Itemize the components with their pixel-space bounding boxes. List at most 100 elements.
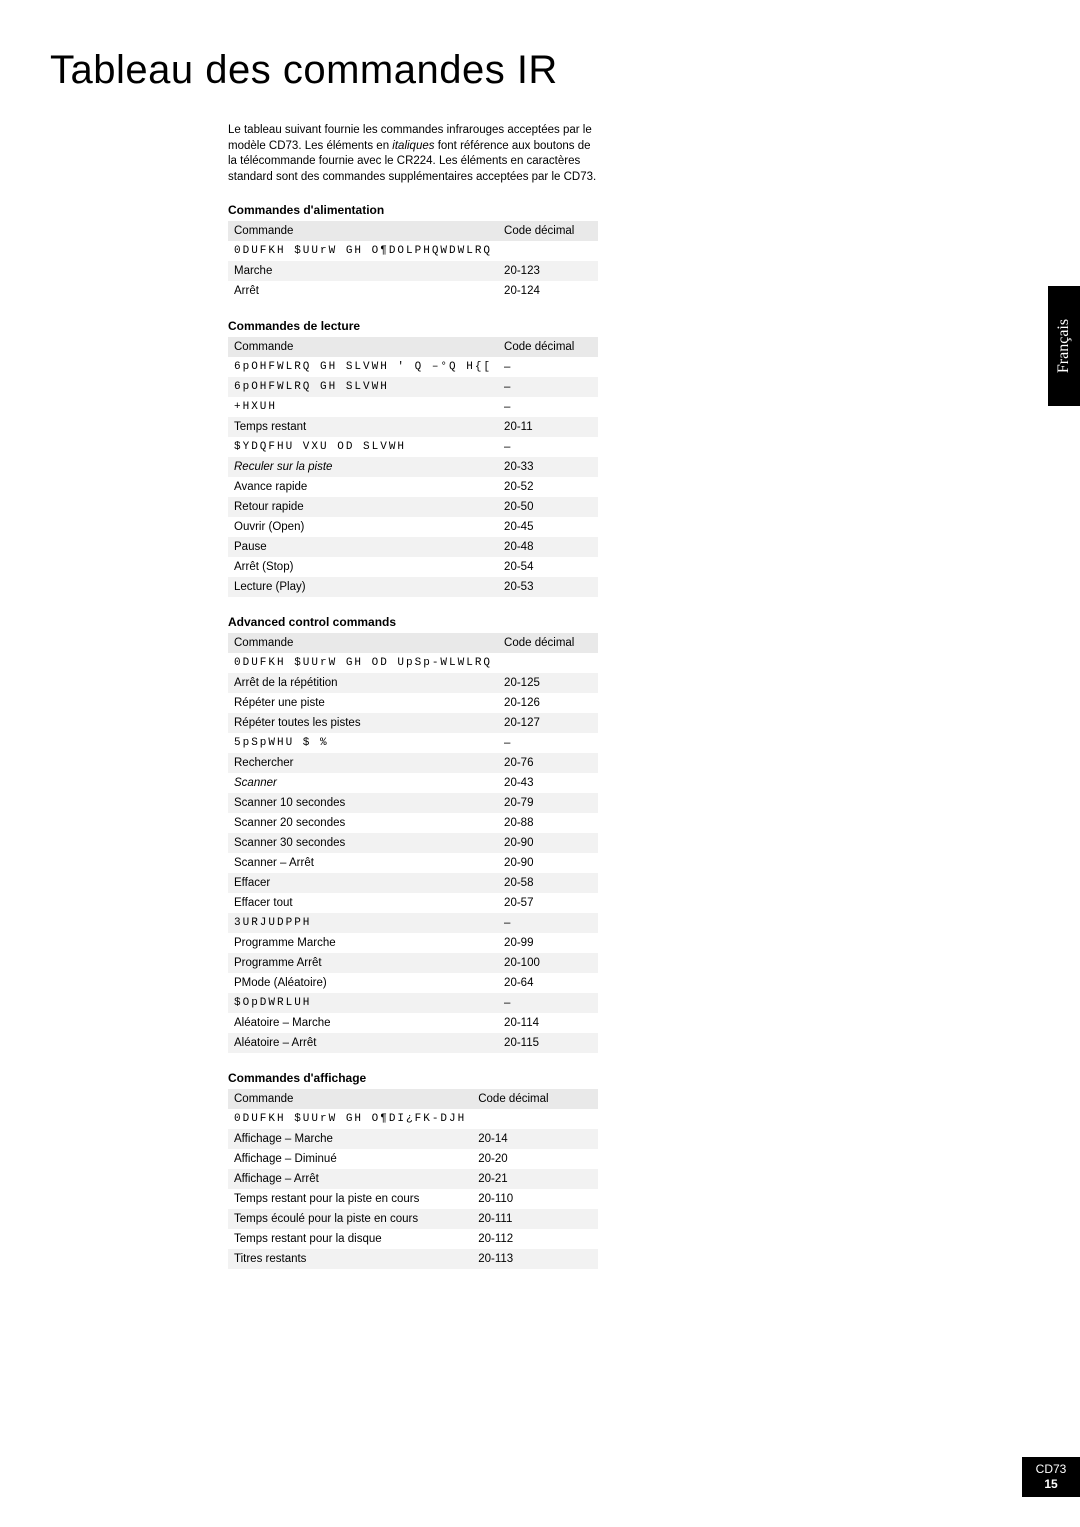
code-cell: 20-126 bbox=[498, 693, 598, 713]
code-cell: 20-90 bbox=[498, 833, 598, 853]
command-cell: 0DUFKH $UUrW GH OD UpSp-WLWLRQ bbox=[228, 653, 498, 673]
table-row: Temps restant pour la piste en cours20-1… bbox=[228, 1189, 598, 1209]
code-cell: – bbox=[498, 993, 598, 1013]
code-cell: 20-57 bbox=[498, 893, 598, 913]
table-row: Retour rapide20-50 bbox=[228, 497, 598, 517]
table-row: Titres restants20-113 bbox=[228, 1249, 598, 1269]
command-cell: $OpDWRLUH bbox=[228, 993, 498, 1013]
table-row: Programme Marche20-99 bbox=[228, 933, 598, 953]
section-title: Advanced control commands bbox=[228, 615, 598, 629]
command-cell: Scanner 20 secondes bbox=[228, 813, 498, 833]
command-cell: Lecture (Play) bbox=[228, 577, 498, 597]
command-cell: Répéter une piste bbox=[228, 693, 498, 713]
code-cell: 20-99 bbox=[498, 933, 598, 953]
command-cell: Arrêt (Stop) bbox=[228, 557, 498, 577]
table-row: Lecture (Play)20-53 bbox=[228, 577, 598, 597]
command-cell: 3URJUDPPH bbox=[228, 913, 498, 933]
table-row: Arrêt20-124 bbox=[228, 281, 598, 301]
command-cell: Scanner 10 secondes bbox=[228, 793, 498, 813]
code-cell: 20-54 bbox=[498, 557, 598, 577]
table-row: Pause20-48 bbox=[228, 537, 598, 557]
table-row: 6pOHFWLRQ GH SLVWH– bbox=[228, 377, 598, 397]
content-column: Le tableau suivant fournie les commandes… bbox=[228, 123, 598, 1269]
command-cell: Effacer bbox=[228, 873, 498, 893]
table-row: Avance rapide20-52 bbox=[228, 477, 598, 497]
command-cell: Aléatoire – Marche bbox=[228, 1013, 498, 1033]
code-cell: 20-79 bbox=[498, 793, 598, 813]
table-row: Scanner 30 secondes20-90 bbox=[228, 833, 598, 853]
table-row: Rechercher20-76 bbox=[228, 753, 598, 773]
table-row: $YDQFHU VXU OD SLVWH– bbox=[228, 437, 598, 457]
language-tab: Français bbox=[1048, 286, 1080, 406]
command-cell: Pause bbox=[228, 537, 498, 557]
command-cell: Avance rapide bbox=[228, 477, 498, 497]
code-cell: 20-33 bbox=[498, 457, 598, 477]
table-row: 3URJUDPPH– bbox=[228, 913, 598, 933]
command-cell: Temps restant bbox=[228, 417, 498, 437]
section-title: Commandes d'affichage bbox=[228, 1071, 598, 1085]
code-cell: 20-52 bbox=[498, 477, 598, 497]
command-cell: Programme Arrêt bbox=[228, 953, 498, 973]
code-cell bbox=[498, 653, 598, 673]
table-row: Ouvrir (Open)20-45 bbox=[228, 517, 598, 537]
code-cell: – bbox=[498, 913, 598, 933]
command-cell: 0DUFKH $UUrW GH O¶DI¿FK-DJH bbox=[228, 1109, 472, 1129]
table-row: Affichage – Diminué20-20 bbox=[228, 1149, 598, 1169]
table-row: Affichage – Marche20-14 bbox=[228, 1129, 598, 1149]
col-header-command: Commande bbox=[228, 633, 498, 653]
code-cell: 20-20 bbox=[472, 1149, 598, 1169]
table-row: Répéter une piste20-126 bbox=[228, 693, 598, 713]
command-cell: Marche bbox=[228, 261, 498, 281]
code-cell: 20-64 bbox=[498, 973, 598, 993]
table-row: 0DUFKH $UUrW GH O¶DI¿FK-DJH bbox=[228, 1109, 598, 1129]
code-cell: – bbox=[498, 377, 598, 397]
command-cell: 6pOHFWLRQ GH SLVWH bbox=[228, 377, 498, 397]
ir-command-table: CommandeCode décimal6pOHFWLRQ GH SLVWH '… bbox=[228, 337, 598, 597]
section-title: Commandes de lecture bbox=[228, 319, 598, 333]
code-cell: 20-11 bbox=[498, 417, 598, 437]
table-row: Scanner 20 secondes20-88 bbox=[228, 813, 598, 833]
command-cell: PMode (Aléatoire) bbox=[228, 973, 498, 993]
col-header-command: Commande bbox=[228, 337, 498, 357]
code-cell: 20-111 bbox=[472, 1209, 598, 1229]
code-cell: 20-48 bbox=[498, 537, 598, 557]
command-cell: 0DUFKH $UUrW GH O¶DOLPHQWDWLRQ bbox=[228, 241, 498, 261]
table-row: Arrêt de la répétition20-125 bbox=[228, 673, 598, 693]
code-cell: 20-113 bbox=[472, 1249, 598, 1269]
code-cell: 20-125 bbox=[498, 673, 598, 693]
code-cell: 20-58 bbox=[498, 873, 598, 893]
command-cell: Rechercher bbox=[228, 753, 498, 773]
page-footer-tab: CD73 15 bbox=[1022, 1457, 1080, 1497]
table-row: $OpDWRLUH– bbox=[228, 993, 598, 1013]
table-row: Scanner – Arrêt20-90 bbox=[228, 853, 598, 873]
command-cell: Affichage – Diminué bbox=[228, 1149, 472, 1169]
code-cell: 20-53 bbox=[498, 577, 598, 597]
command-cell: Affichage – Marche bbox=[228, 1129, 472, 1149]
command-cell: Temps écoulé pour la piste en cours bbox=[228, 1209, 472, 1229]
table-row: Affichage – Arrêt20-21 bbox=[228, 1169, 598, 1189]
code-cell: 20-100 bbox=[498, 953, 598, 973]
code-cell: 20-21 bbox=[472, 1169, 598, 1189]
col-header-code: Code décimal bbox=[498, 633, 598, 653]
table-row: 0DUFKH $UUrW GH OD UpSp-WLWLRQ bbox=[228, 653, 598, 673]
command-cell: Scanner 30 secondes bbox=[228, 833, 498, 853]
table-row: Scanner 10 secondes20-79 bbox=[228, 793, 598, 813]
code-cell bbox=[498, 241, 598, 261]
table-row: Marche20-123 bbox=[228, 261, 598, 281]
command-cell: +HXUH bbox=[228, 397, 498, 417]
code-cell: 20-124 bbox=[498, 281, 598, 301]
table-row: Effacer20-58 bbox=[228, 873, 598, 893]
code-cell: 20-115 bbox=[498, 1033, 598, 1053]
table-row: Répéter toutes les pistes20-127 bbox=[228, 713, 598, 733]
page-number: 15 bbox=[1044, 1477, 1057, 1492]
command-cell: 5pSpWHU $ % bbox=[228, 733, 498, 753]
command-cell: Scanner bbox=[228, 773, 498, 793]
table-row: Scanner20-43 bbox=[228, 773, 598, 793]
table-row: Aléatoire – Marche20-114 bbox=[228, 1013, 598, 1033]
table-row: +HXUH– bbox=[228, 397, 598, 417]
code-cell: 20-50 bbox=[498, 497, 598, 517]
code-cell: 20-14 bbox=[472, 1129, 598, 1149]
table-row: Effacer tout20-57 bbox=[228, 893, 598, 913]
command-cell: Affichage – Arrêt bbox=[228, 1169, 472, 1189]
table-row: Aléatoire – Arrêt20-115 bbox=[228, 1033, 598, 1053]
